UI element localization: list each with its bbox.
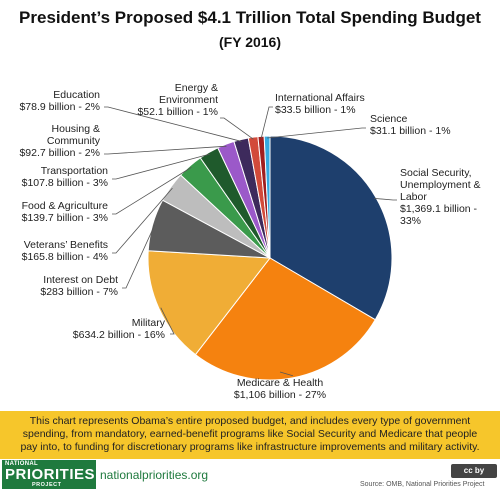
slice-label: Science $31.1 billion - 1% bbox=[370, 113, 451, 137]
slice-label: Veterans’ Benefits $165.8 billion - 4% bbox=[22, 239, 108, 263]
pie-slice bbox=[269, 135, 393, 321]
logo-main-text: PRIORITIES bbox=[5, 466, 96, 483]
leader-line bbox=[160, 307, 175, 335]
slice-label: Food & Agriculture $139.7 billion - 3% bbox=[22, 200, 109, 224]
pie-slice bbox=[263, 135, 271, 259]
leader-line bbox=[220, 117, 254, 140]
slice-label: Energy & Environment $52.1 billion - 1% bbox=[137, 82, 218, 118]
site-link[interactable]: nationalpriorities.org bbox=[100, 468, 209, 482]
source-note: Source: OMB, National Priorities Project bbox=[360, 481, 485, 488]
leader-line bbox=[112, 167, 192, 215]
leader-line bbox=[104, 106, 242, 142]
slice-label: Medicare & Health $1,106 billion - 27% bbox=[234, 377, 326, 401]
chart-caption: This chart represents Obama’s entire pro… bbox=[0, 411, 500, 459]
slice-label: Education $78.9 billion - 2% bbox=[19, 89, 100, 113]
leader-line bbox=[279, 371, 293, 377]
npp-logo[interactable]: NATIONAL PRIORITIES PROJECT bbox=[2, 460, 96, 489]
leader-line bbox=[267, 127, 366, 139]
pie-slice bbox=[194, 257, 376, 381]
pie-slice bbox=[147, 250, 271, 356]
logo-bottom-text: PROJECT bbox=[32, 482, 62, 488]
leader-line bbox=[122, 225, 155, 289]
leader-line bbox=[374, 197, 397, 201]
slice-label: Transportation $107.8 billion - 3% bbox=[22, 165, 109, 189]
slice-label: Interest on Debt $283 billion - 7% bbox=[40, 274, 118, 298]
chart-title: President’s Proposed $4.1 Trillion Total… bbox=[19, 8, 481, 27]
leader-line bbox=[104, 145, 227, 155]
slice-label: Social Security, Unemployment & Labor $1,36… bbox=[400, 167, 481, 227]
footer: NATIONAL PRIORITIES PROJECT nationalprio… bbox=[0, 460, 500, 489]
logo-top-text: NATIONAL bbox=[5, 461, 38, 467]
leader-line bbox=[112, 187, 173, 254]
pie-chart: Social Security, Unemployment & Labor $1,36… bbox=[19, 82, 481, 401]
slice-label: Housing & Community $92.7 billion - 2% bbox=[19, 123, 100, 159]
chart-subtitle: (FY 2016) bbox=[219, 34, 281, 50]
leader-line bbox=[260, 106, 273, 139]
leader-line bbox=[112, 153, 210, 180]
slice-label: International Affairs $33.5 billion - 1% bbox=[275, 92, 365, 116]
slice-label: Military $634.2 billion - 16% bbox=[73, 317, 166, 341]
cc-license-icon[interactable]: cc by bbox=[451, 464, 497, 478]
